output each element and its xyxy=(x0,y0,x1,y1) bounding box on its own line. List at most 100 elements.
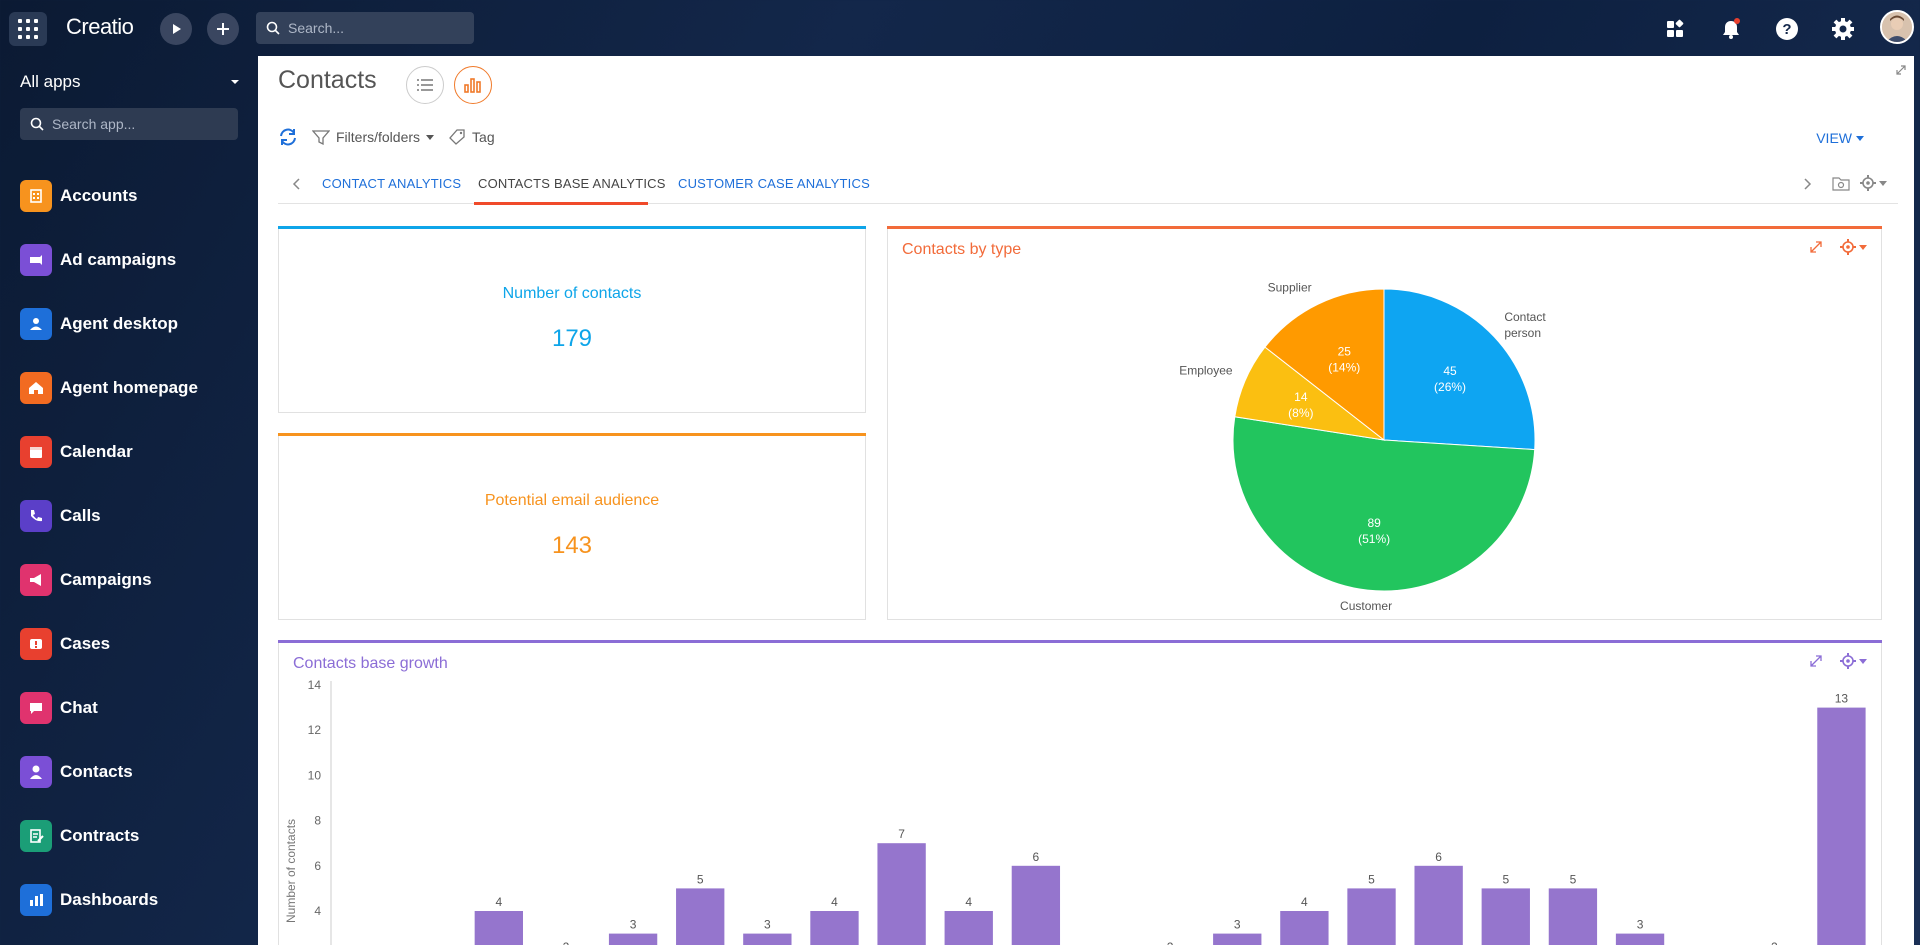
bar[interactable] xyxy=(743,933,792,945)
chart-card-contacts-base-growth: Contacts base growth 4 6 8 10 12 14 Number of … xyxy=(278,640,1882,945)
sidebar-item-campaigns[interactable]: Campaigns xyxy=(20,548,250,612)
sidebar-item-agent-homepage[interactable]: Agent homepage xyxy=(20,356,250,420)
bar[interactable] xyxy=(877,843,926,945)
pie-slice[interactable] xyxy=(1383,288,1536,451)
metric-title: Potential email audience xyxy=(484,492,660,509)
tab-contacts-base-analytics[interactable]: CONTACTS BASE ANALYTICS xyxy=(478,176,666,191)
refresh-button[interactable] xyxy=(278,128,298,146)
filter-toolbar: Filters/folders Tag xyxy=(278,128,495,146)
sidebar-item-accounts[interactable]: Accounts xyxy=(20,164,250,228)
pie-slice[interactable] xyxy=(1232,416,1536,592)
settings-button[interactable] xyxy=(1826,12,1860,46)
refresh-icon xyxy=(280,128,296,146)
card-accent-bar xyxy=(278,433,866,436)
bar[interactable] xyxy=(1615,933,1665,945)
contract-icon xyxy=(20,820,52,852)
notifications-button[interactable] xyxy=(1714,12,1748,46)
bar[interactable] xyxy=(608,933,658,945)
caret-down-icon xyxy=(1879,180,1887,186)
tag-label: Tag xyxy=(472,129,495,145)
analytics-view-button[interactable] xyxy=(454,66,492,104)
expand-icon xyxy=(1896,65,1906,75)
bar[interactable] xyxy=(1414,865,1463,945)
metric-value: 143 xyxy=(551,532,593,559)
chart-settings-button[interactable] xyxy=(1840,653,1867,669)
app-nav-list: Accounts Ad campaigns Agent desktop Agent h… xyxy=(20,164,250,932)
bar-value-label: 5 xyxy=(1502,872,1509,886)
bell-icon xyxy=(1723,18,1740,39)
bar[interactable] xyxy=(1280,911,1329,945)
sidebar-item-contracts[interactable]: Contracts xyxy=(20,804,250,868)
bar[interactable] xyxy=(1213,933,1262,945)
bar-value-label: 4 xyxy=(495,895,502,909)
tabs-prev-arrow-icon[interactable] xyxy=(292,178,300,190)
bar-value-label: 7 xyxy=(898,827,905,841)
sidebar-item-cases[interactable]: Cases xyxy=(20,612,250,676)
view-dropdown[interactable]: VIEW xyxy=(1816,130,1864,146)
sidebar-item-calendar[interactable]: Calendar xyxy=(20,420,250,484)
bar-value-label: 4 xyxy=(831,895,838,909)
user-avatar[interactable] xyxy=(1880,10,1914,44)
sidebar-item-dashboards[interactable]: Dashboards xyxy=(20,868,250,932)
bar[interactable] xyxy=(1011,865,1061,945)
tag-button[interactable]: Tag xyxy=(448,129,495,145)
bar[interactable] xyxy=(1548,888,1598,945)
bar[interactable] xyxy=(1347,888,1396,945)
sidebar-item-chat[interactable]: Chat xyxy=(20,676,250,740)
chart-settings-button[interactable] xyxy=(1840,239,1867,255)
creatio-logo: Creatio xyxy=(66,14,134,39)
bar[interactable] xyxy=(810,911,859,945)
dashboard-settings-button[interactable] xyxy=(1860,175,1887,191)
bar[interactable] xyxy=(1817,707,1866,945)
widgets-icon xyxy=(1667,19,1684,37)
bar-chart-icon xyxy=(464,78,481,93)
tab-customer-case-analytics[interactable]: CUSTOMER CASE ANALYTICS xyxy=(678,176,870,191)
bar[interactable] xyxy=(944,911,993,945)
filters-folders-dropdown[interactable]: Filters/folders xyxy=(312,129,435,145)
help-button[interactable]: ? xyxy=(1770,12,1804,46)
run-process-button[interactable] xyxy=(160,13,192,45)
pie-slice[interactable] xyxy=(1264,288,1385,442)
all-apps-selector[interactable]: All apps xyxy=(20,72,240,92)
bar[interactable] xyxy=(1481,888,1530,945)
app-launcher-button[interactable] xyxy=(9,12,47,46)
active-tab-indicator xyxy=(474,202,648,205)
add-button[interactable] xyxy=(207,13,239,45)
bar[interactable] xyxy=(676,888,725,945)
pie-category-label: Customer xyxy=(1340,599,1392,613)
card-accent-bar xyxy=(278,640,1882,643)
folder-search-icon[interactable] xyxy=(1832,175,1850,191)
sidebar-item-calls[interactable]: Calls xyxy=(20,484,250,548)
sidebar-item-ad-campaigns[interactable]: Ad campaigns xyxy=(20,228,250,292)
sidebar-item-agent-desktop[interactable]: Agent desktop xyxy=(20,292,250,356)
bar-value-label: 5 xyxy=(697,872,704,886)
pie-value-label: 14 xyxy=(1294,390,1308,404)
y-tick-label: 10 xyxy=(308,768,322,782)
dashboard-icon xyxy=(20,884,52,916)
person-icon xyxy=(20,756,52,788)
search-icon xyxy=(30,117,44,131)
fullscreen-button[interactable] xyxy=(1896,62,1906,80)
sidebar-item-contacts[interactable]: Contacts xyxy=(20,740,250,804)
chart-tools xyxy=(1810,653,1867,669)
all-apps-label: All apps xyxy=(20,72,81,91)
maximize-icon[interactable] xyxy=(1810,241,1822,253)
maximize-icon[interactable] xyxy=(1810,655,1822,667)
bar[interactable] xyxy=(474,911,523,945)
bar-value-label: 2 xyxy=(563,940,570,945)
gear-icon xyxy=(1840,653,1856,669)
list-icon xyxy=(417,79,433,91)
list-view-button[interactable] xyxy=(406,66,444,104)
pie-category-label: Employee xyxy=(1179,363,1233,377)
tabs-next-arrow-icon[interactable] xyxy=(1804,178,1812,190)
bar-value-label: 4 xyxy=(1301,895,1308,909)
tab-contact-analytics[interactable]: CONTACT ANALYTICS xyxy=(322,176,462,191)
plus-icon xyxy=(217,23,229,35)
sidebar-item-label: Ad campaigns xyxy=(60,250,177,269)
pie-value-label: 89 xyxy=(1367,516,1381,530)
widgets-button[interactable] xyxy=(1658,12,1692,46)
app-search-input[interactable]: Search app... xyxy=(20,108,238,140)
y-tick-label: 14 xyxy=(308,678,322,692)
y-axis-label: Number of contacts xyxy=(284,819,298,923)
global-search-input[interactable]: Search... xyxy=(256,12,474,44)
